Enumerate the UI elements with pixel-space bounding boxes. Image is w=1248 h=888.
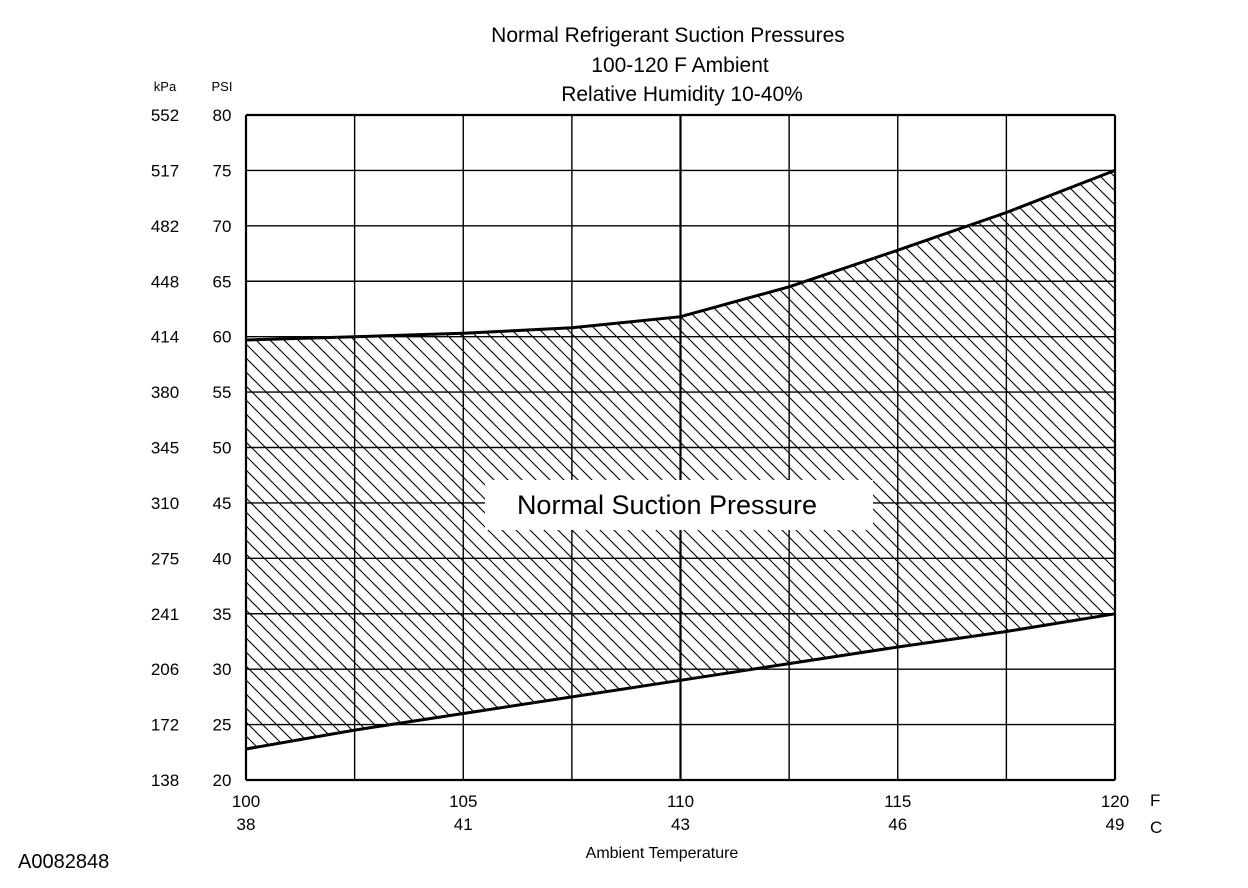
y-tick-psi: 60 [213, 328, 232, 347]
y-tick-kpa: 241 [151, 605, 179, 624]
y-tick-kpa: 275 [151, 549, 179, 568]
y-tick-kpa: 414 [151, 328, 179, 347]
x-tick-celsius: 43 [671, 815, 690, 834]
y-tick-psi: 35 [213, 605, 232, 624]
y-tick-psi: 25 [213, 716, 232, 735]
chart-title-line-2: 100-120 F Ambient [591, 54, 769, 77]
x-tick-fahrenheit: 100 [232, 792, 260, 811]
y-tick-psi: 80 [213, 106, 232, 125]
x-tick-celsius: 41 [454, 815, 473, 834]
boundary-curves [245, 169, 1116, 751]
y-tick-kpa: 345 [151, 439, 179, 458]
y-tick-psi: 70 [213, 217, 232, 236]
band-label-background [485, 480, 873, 530]
y-tick-psi: 50 [213, 439, 232, 458]
y-tick-kpa: 380 [151, 383, 179, 402]
upper-bound-line [245, 169, 1116, 342]
figure-id: A0082848 [18, 851, 109, 873]
y-tick-kpa: 138 [151, 771, 179, 790]
x-axis-title: Ambient Temperature [586, 845, 739, 862]
axis-tick-labels: 80 75 70 65 60 55 50 45 40 35 30 25 20 552 517 482 448 41… [151, 106, 1129, 834]
y-tick-kpa: 517 [151, 161, 179, 180]
psi-unit-header: PSI [212, 79, 233, 94]
y-tick-psi: 75 [213, 161, 232, 180]
x-tick-celsius: 38 [237, 815, 256, 834]
y-tick-psi: 40 [213, 549, 232, 568]
kpa-unit-header: kPa [154, 79, 177, 94]
y-tick-kpa: 310 [151, 494, 179, 513]
x-tick-celsius: 46 [888, 815, 907, 834]
chart-title-line-1: Normal Refrigerant Suction Pressures [491, 24, 845, 47]
y-tick-kpa: 552 [151, 106, 179, 125]
x-tick-fahrenheit: 115 [884, 792, 911, 811]
x-tick-fahrenheit: 105 [449, 792, 477, 811]
fahrenheit-unit-label: F [1150, 791, 1160, 810]
celsius-unit-label: C [1150, 818, 1162, 837]
y-tick-kpa: 448 [151, 272, 179, 291]
y-tick-psi: 20 [213, 771, 232, 790]
x-tick-celsius: 49 [1106, 815, 1125, 834]
y-tick-psi: 30 [213, 660, 232, 679]
chart-gridlines [244, 113, 1117, 782]
chart-title-line-3: Relative Humidity 10-40% [561, 83, 803, 106]
x-tick-fahrenheit: 120 [1101, 792, 1129, 811]
x-tick-fahrenheit: 110 [667, 792, 694, 811]
y-tick-psi: 65 [213, 272, 232, 291]
y-tick-psi: 45 [213, 494, 232, 513]
y-tick-kpa: 206 [151, 660, 179, 679]
lower-bound-line [245, 612, 1116, 751]
y-tick-psi: 55 [213, 383, 232, 402]
y-tick-kpa: 172 [151, 716, 179, 735]
band-label: Normal Suction Pressure [517, 490, 817, 520]
y-tick-kpa: 482 [151, 217, 179, 236]
